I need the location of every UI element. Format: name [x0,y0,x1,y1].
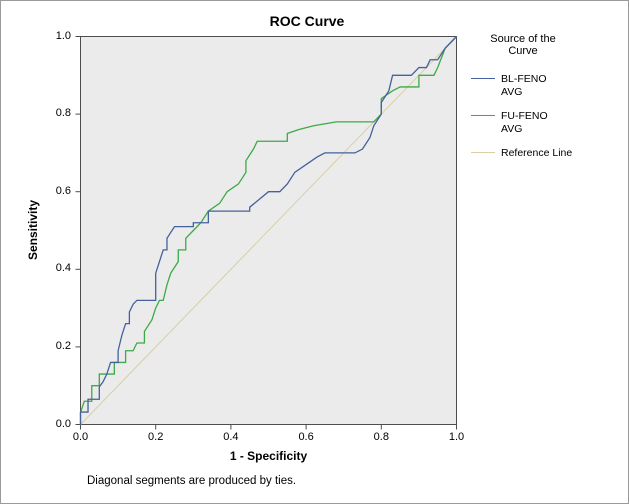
x-tick-label: 0.6 [298,431,314,443]
y-tick-label: 0.4 [55,262,71,275]
series-line-reference-line [80,36,457,425]
x-tick-label: 0.2 [148,431,164,443]
y-tick-label: 0.2 [55,339,71,352]
legend-item: BL-FENO AVG [471,73,626,99]
x-tick-label: 1.0 [448,431,465,443]
y-tick-label: 0.0 [55,417,71,430]
x-tick-label: 0.8 [373,431,389,443]
legend-item: FU-FENO AVG [471,110,626,136]
legend-swatch-line [471,115,495,116]
legend-swatch-line [471,152,495,153]
y-tick-label: 0.6 [55,184,71,197]
y-tick-label: 0.8 [55,107,71,120]
legend-item-label: Reference Line [501,147,573,159]
series-line-bl-feno-avg [79,36,457,425]
x-tick-label: 0.0 [72,431,89,443]
legend-item: Reference Line [471,147,626,160]
chart-footnote: Diagonal segments are produced by ties. [87,475,297,487]
chart-title: ROC Curve [269,13,345,29]
legend: Source of the Curve BL-FENO AVG FU-FENO A… [471,33,626,171]
y-axis-label: Sensitivity [26,199,40,261]
x-axis-label: 1 - Specificity [229,449,308,463]
x-tick-label: 0.4 [223,431,239,443]
legend-title: Source of the Curve [490,33,556,57]
legend-swatch-line [471,78,495,79]
legend-items: BL-FENO AVG FU-FENO AVG Reference Line [471,73,626,160]
legend-item-label: FU-FENO AVG [501,110,548,135]
legend-item-label: BL-FENO AVG [501,73,547,98]
y-tick-label: 1.0 [55,29,71,42]
plot-area [75,36,457,430]
